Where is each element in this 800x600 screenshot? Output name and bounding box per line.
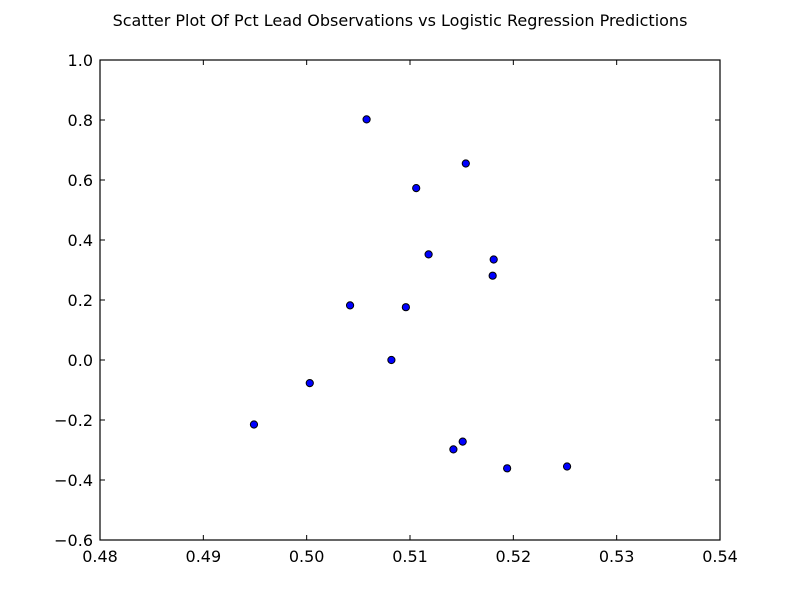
plot-frame [99, 59, 721, 541]
x-tick-label: 0.54 [702, 547, 738, 566]
y-tick-label: 0.0 [68, 351, 93, 370]
scatter-point [562, 462, 572, 471]
x-tick-label: 0.53 [599, 547, 635, 566]
y-axis: −0.6 −0.4 −0.2 0.0 0.2 0.4 0.6 0.8 1.0 [54, 51, 720, 550]
chart-title: Scatter Plot Of Pct Lead Observations vs… [113, 11, 688, 30]
scatter-point [489, 255, 498, 264]
x-tick-label: 0.48 [82, 547, 118, 566]
x-tick-label: 0.51 [392, 547, 428, 566]
y-tick-label: 0.2 [68, 291, 93, 310]
y-tick-label: 1.0 [68, 51, 93, 70]
scatter-point [412, 184, 421, 193]
scatter-point [249, 420, 259, 429]
scatter-point [345, 301, 355, 310]
x-axis: 0.48 0.49 0.50 0.51 0.52 0.53 0.54 [82, 60, 738, 566]
scatter-point [387, 355, 396, 365]
y-tick-label: −0.4 [54, 471, 93, 490]
scatter-point [458, 437, 467, 446]
y-tick-label: −0.6 [54, 531, 93, 550]
data-points [249, 115, 572, 473]
scatter-point [362, 115, 371, 124]
scatter-point [488, 271, 497, 280]
x-tick-label: 0.52 [496, 547, 532, 566]
y-tick-label: −0.2 [54, 411, 93, 430]
scatter-point [401, 303, 410, 312]
y-tick-label: 0.8 [68, 111, 93, 130]
scatter-point [305, 379, 314, 388]
scatter-point [461, 159, 470, 168]
x-tick-label: 0.50 [289, 547, 325, 566]
x-tick-label: 0.49 [186, 547, 222, 566]
y-tick-label: 0.4 [68, 231, 93, 250]
y-tick-label: 0.6 [68, 171, 93, 190]
scatter-point [503, 464, 512, 473]
scatter-point [424, 250, 433, 259]
scatter-point [449, 445, 458, 454]
